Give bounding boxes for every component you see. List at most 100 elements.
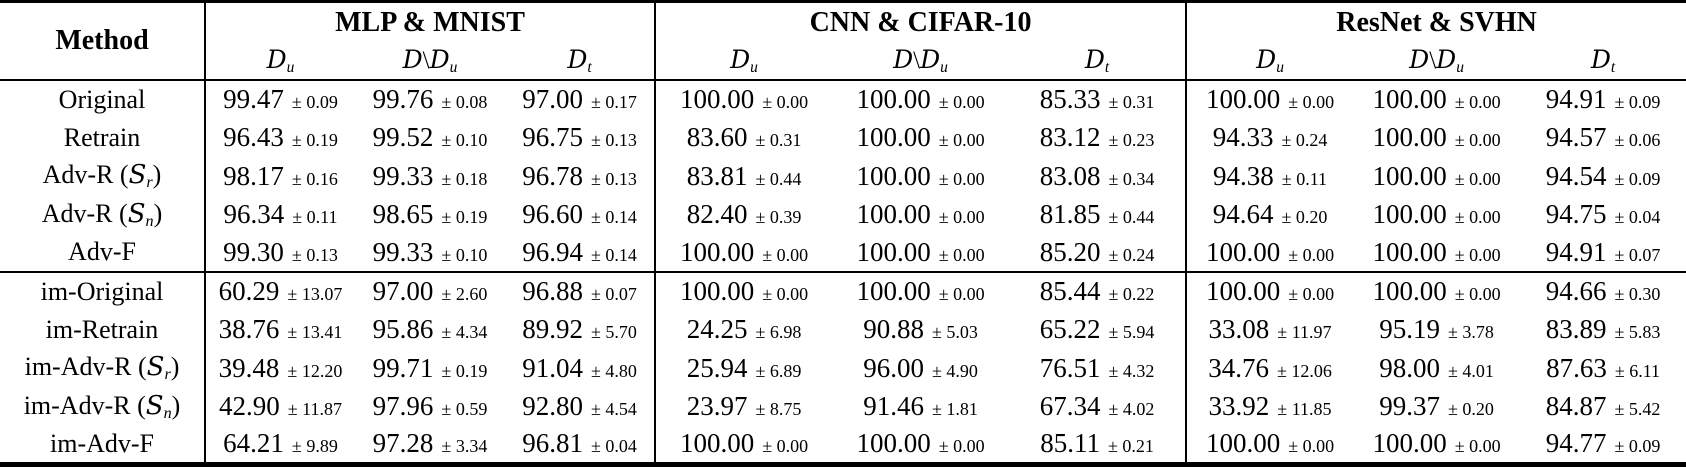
std-value: ± 0.13 <box>591 169 637 189</box>
value-cell: 85.44 ± 0.22 <box>1009 271 1187 311</box>
std-number: 0.39 <box>769 207 802 228</box>
plus-minus-sign: ± <box>441 244 452 265</box>
math-symbol: \ <box>1429 47 1437 75</box>
table-row: Adv-R (Sn) 96.34 ± 0.11 98.65 ± 0.19 96.60 ± 0… <box>0 195 1686 234</box>
std-number: 12.06 <box>1291 360 1332 381</box>
std-value: ± 0.00 <box>939 92 985 112</box>
std-value: ± 0.00 <box>1288 92 1334 112</box>
method-text: S <box>127 198 146 229</box>
mean-value: 81.85 <box>1039 199 1101 230</box>
plus-minus-sign: ± <box>762 284 773 305</box>
std-value: ± 4.80 <box>591 361 637 381</box>
mean-value: 94.54 <box>1545 160 1607 191</box>
std-number: 0.00 <box>776 436 809 457</box>
std-value: ± 0.00 <box>1455 284 1501 304</box>
std-number: 6.89 <box>769 360 802 381</box>
plus-minus-sign: ± <box>1288 92 1299 113</box>
plus-minus-sign: ± <box>1447 322 1458 343</box>
std-value: ± 11.85 <box>1277 399 1331 419</box>
std-number: 5.94 <box>1122 322 1155 343</box>
std-value: ± 0.07 <box>1614 245 1660 265</box>
value-cell: 94.33 ± 0.24 <box>1185 118 1354 157</box>
plus-minus-sign: ± <box>755 399 766 420</box>
std-value: ± 3.78 <box>1448 322 1494 342</box>
value-cell: 100.00 ± 0.00 <box>1353 80 1520 118</box>
std-number: 0.34 <box>1122 168 1155 189</box>
std-value: ± 5.70 <box>591 322 637 342</box>
mean-value: 100.00 <box>1205 428 1281 459</box>
value-cell: 65.22 ± 5.94 <box>1009 311 1186 349</box>
std-value: ± 5.03 <box>932 322 978 342</box>
plus-minus-sign: ± <box>291 168 302 189</box>
value-cell: 100.00 ± 0.00 <box>654 271 833 311</box>
table-body: Original 99.47 ± 0.09 99.76 ± 0.08 97.00 ± 0.1… <box>0 80 1686 465</box>
value-cell: 33.08 ± 11.97 <box>1185 310 1354 350</box>
std-number: 4.02 <box>1122 399 1155 420</box>
plus-minus-sign: ± <box>1277 399 1288 420</box>
std-number: 0.00 <box>1469 244 1501 265</box>
value-cell: 100.00 ± 0.00 <box>832 271 1010 311</box>
value-cell: 100.00 ± 0.00 <box>832 234 1009 272</box>
std-number: 0.06 <box>1628 130 1661 151</box>
plus-minus-sign: ± <box>1614 92 1625 113</box>
value-cell: 83.60 ± 0.31 <box>654 118 833 157</box>
group-header-row: Method MLP & MNIST CNN & CIFAR-10 ResNet… <box>0 1 1686 81</box>
value-cell: 100.00 ± 0.00 <box>1353 271 1521 311</box>
plus-minus-sign: ± <box>1107 436 1118 457</box>
mean-value: 24.25 <box>686 314 748 345</box>
method-text: r <box>164 366 171 384</box>
value-cell: 100.00 ± 0.00 <box>832 426 1009 465</box>
std-value: ± 0.00 <box>939 207 985 227</box>
mean-value: 99.30 <box>223 236 284 267</box>
mean-value: 96.94 <box>522 236 583 267</box>
value-cell: 99.52 ± 0.10 <box>355 118 505 156</box>
mean-value: 96.75 <box>522 122 583 153</box>
value-cell: 100.00 ± 0.00 <box>1353 118 1520 156</box>
method-text: Adv-F <box>68 237 136 267</box>
std-value: ± 0.14 <box>591 207 637 227</box>
plus-minus-sign: ± <box>1454 207 1465 228</box>
method-label: im-Retrain <box>0 311 205 349</box>
plus-minus-sign: ± <box>1614 436 1625 457</box>
plus-minus-sign: ± <box>1108 322 1119 343</box>
mean-value: 33.92 <box>1208 391 1270 422</box>
mean-value: 94.33 <box>1212 122 1274 153</box>
plus-minus-sign: ± <box>1108 207 1119 228</box>
std-value: ± 8.75 <box>755 399 801 419</box>
method-text: im-Retrain <box>45 314 159 344</box>
mean-value: 100.00 <box>1372 160 1447 191</box>
value-cell: 96.78 ± 0.13 <box>505 157 655 195</box>
std-value: ± 0.00 <box>1288 436 1334 456</box>
mean-value: 83.81 <box>686 160 748 191</box>
math-symbol: D <box>567 45 588 75</box>
std-value: ± 0.24 <box>1281 130 1327 150</box>
std-number: 0.16 <box>306 168 338 189</box>
plus-minus-sign: ± <box>1447 399 1458 420</box>
std-number: 0.00 <box>1302 92 1335 113</box>
std-number: 0.00 <box>776 244 809 265</box>
std-value: ± 0.00 <box>762 92 808 112</box>
mean-value: 98.65 <box>372 199 434 230</box>
plus-minus-sign: ± <box>1614 244 1625 265</box>
mean-value: 100.00 <box>1205 276 1281 307</box>
col-header-dt: Dt <box>1009 43 1187 81</box>
std-number: 5.03 <box>946 322 978 343</box>
mean-value: 64.21 <box>223 428 284 459</box>
math-symbol: D <box>920 45 941 75</box>
value-cell: 94.77 ± 0.09 <box>1520 426 1686 465</box>
math-symbol: \ <box>422 47 430 75</box>
std-number: 0.31 <box>1122 92 1155 113</box>
std-value: ± 0.00 <box>939 436 985 456</box>
std-value: ± 0.04 <box>1614 207 1660 227</box>
std-number: 0.20 <box>1295 207 1328 228</box>
value-cell: 99.47 ± 0.09 <box>204 80 355 119</box>
std-value: ± 0.00 <box>1288 245 1334 265</box>
plus-minus-sign: ± <box>590 130 601 151</box>
plus-minus-sign: ± <box>441 207 452 228</box>
plus-minus-sign: ± <box>590 322 601 343</box>
plus-minus-sign: ± <box>1288 436 1299 457</box>
plus-minus-sign: ± <box>287 284 298 305</box>
std-number: 0.44 <box>769 168 802 189</box>
value-cell: 85.11 ± 0.21 <box>1009 426 1186 465</box>
mean-value: 96.78 <box>522 160 583 191</box>
